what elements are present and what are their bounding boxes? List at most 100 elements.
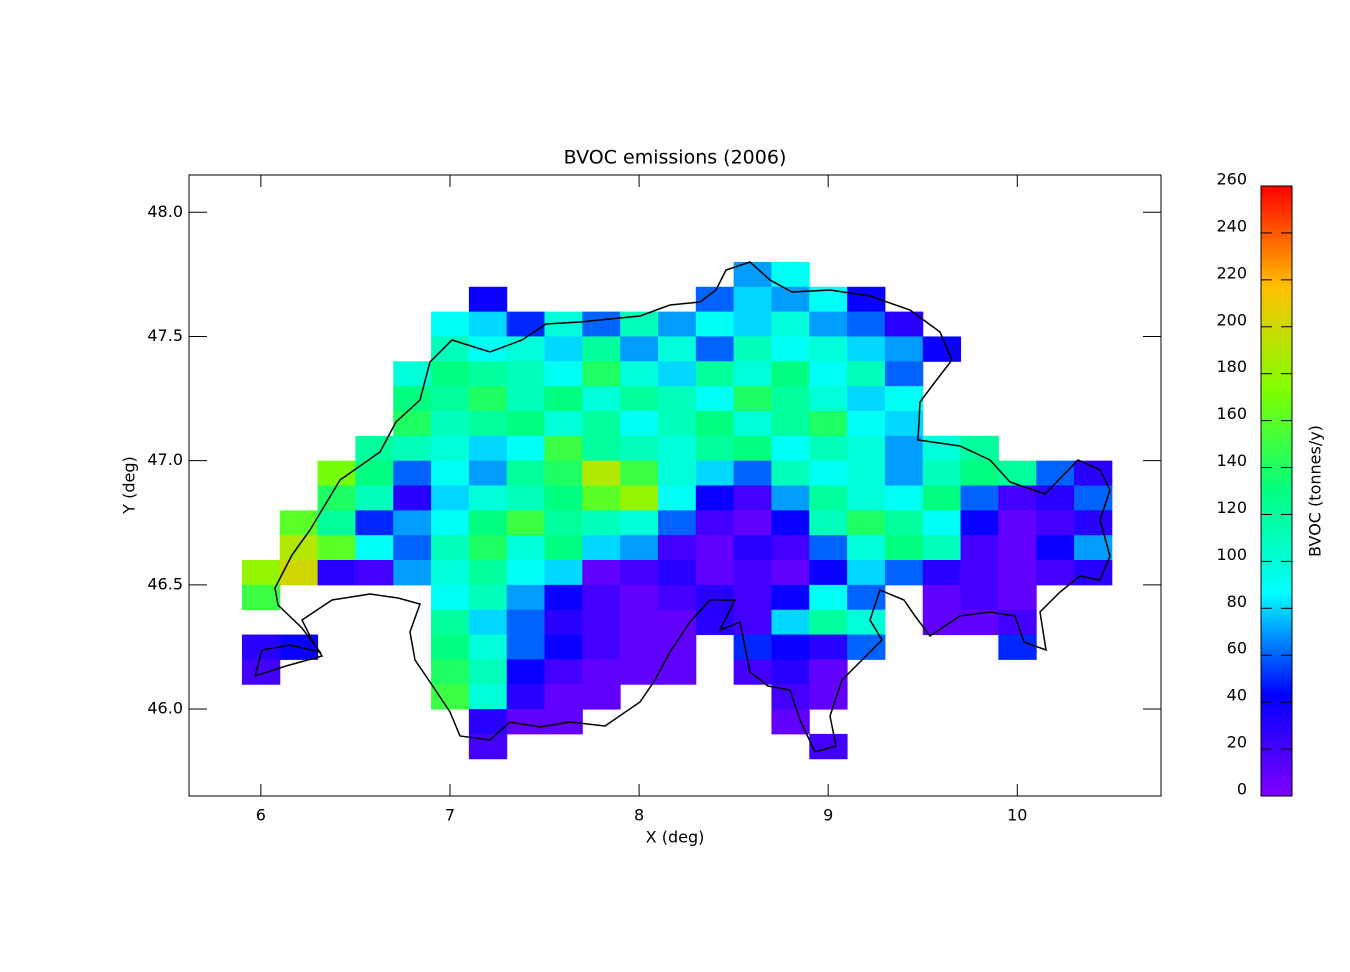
colorbar-tick-label: 60 — [1227, 639, 1247, 658]
heatmap-cell — [847, 361, 886, 387]
heatmap-cell — [468, 510, 508, 536]
heatmap-cell — [544, 435, 583, 462]
heatmap-cell — [620, 485, 659, 511]
colorbar-tick-label: 40 — [1227, 686, 1247, 705]
heatmap-cell — [620, 560, 659, 586]
heatmap-cell — [884, 510, 924, 536]
heatmap-cell — [468, 609, 508, 636]
heatmap-cell — [468, 584, 508, 611]
heatmap-cell — [847, 435, 886, 462]
y-tick-label: 46.0 — [147, 699, 183, 718]
heatmap-cell — [733, 261, 772, 288]
heatmap-cell — [847, 311, 886, 337]
heatmap-cell — [506, 361, 546, 387]
colorbar-tick-label: 140 — [1216, 451, 1247, 470]
heatmap-cell — [695, 535, 735, 561]
heatmap-cell — [468, 386, 508, 412]
heatmap-cell — [393, 560, 432, 586]
heatmap-cell — [771, 311, 810, 337]
heatmap-cell — [544, 336, 583, 362]
heatmap-cell — [620, 336, 659, 362]
heatmap-cell — [809, 634, 848, 660]
heatmap-cell — [657, 410, 697, 437]
heatmap-cell — [847, 386, 886, 412]
heatmap-cell — [922, 460, 962, 486]
heatmap-cell — [733, 659, 772, 685]
heatmap-cell — [695, 584, 735, 611]
heatmap-cell — [960, 460, 999, 486]
heatmap-cell — [771, 336, 810, 362]
heatmap-cell — [620, 510, 659, 536]
heatmap-cell — [657, 435, 697, 462]
heatmap-cell — [393, 535, 432, 561]
heatmap-cell — [544, 510, 583, 536]
heatmap-cell — [468, 410, 508, 437]
heatmap-cell — [998, 460, 1037, 486]
heatmap-cell — [620, 410, 659, 437]
heatmap-cell — [582, 634, 621, 660]
heatmap-cell — [468, 659, 508, 685]
colorbar-tick-label: 100 — [1216, 545, 1247, 564]
heatmap-cell — [695, 510, 735, 536]
heatmap-cell — [431, 560, 470, 586]
heatmap-cell — [733, 410, 772, 437]
x-axis-label: X (deg) — [646, 828, 705, 847]
heatmap-cell — [468, 361, 508, 387]
heatmap-cell — [393, 435, 432, 462]
heatmap-cell — [771, 435, 810, 462]
heatmap-cell — [960, 485, 999, 511]
heatmap-cell — [733, 535, 772, 561]
heatmap-cell — [922, 560, 962, 586]
heatmap-cell — [544, 386, 583, 412]
heatmap-cell — [506, 386, 546, 412]
heatmap-cell — [431, 485, 470, 511]
colorbar-tick-label: 260 — [1216, 170, 1247, 189]
heatmap-cell — [506, 560, 546, 586]
heatmap-cell — [809, 733, 848, 760]
heatmap-cell — [809, 485, 848, 511]
heatmap-cell — [431, 584, 470, 611]
heatmap-cell — [620, 659, 659, 685]
heatmap-cell — [733, 311, 772, 337]
heatmap-cell — [431, 659, 470, 685]
heatmap-cell — [506, 336, 546, 362]
heatmap-cell — [771, 535, 810, 561]
heatmap-cell — [241, 584, 281, 611]
heatmap-cell — [1036, 460, 1075, 486]
heatmap-cell — [620, 435, 659, 462]
heatmap-cell — [847, 584, 886, 611]
heatmap-cell — [960, 535, 999, 561]
heatmap-cell — [884, 460, 924, 486]
heatmap-cell — [506, 460, 546, 486]
heatmap-cell — [582, 435, 621, 462]
heatmap-cell — [544, 485, 583, 511]
heatmap-cell — [582, 361, 621, 387]
heatmap-cell — [771, 659, 810, 685]
heatmap-cell — [847, 460, 886, 486]
heatmap-cell — [431, 609, 470, 636]
heatmap-cell — [241, 560, 281, 586]
heatmap-cell — [431, 634, 470, 660]
colorbar-tick-label: 180 — [1216, 357, 1247, 376]
heatmap-cell — [582, 684, 621, 710]
colorbar-tick-label: 20 — [1227, 733, 1247, 752]
heatmap-cell — [431, 386, 470, 412]
heatmap-cell — [317, 560, 356, 586]
x-tick-label: 10 — [1007, 806, 1027, 825]
heatmap-cell — [468, 684, 508, 710]
colorbar-label: BVOC (tonnes/y) — [1306, 425, 1325, 557]
heatmap-cell — [620, 584, 659, 611]
heatmap-cell — [468, 336, 508, 362]
plot-frame — [188, 174, 1162, 797]
heatmap-cell — [582, 460, 621, 486]
heatmap-cell — [884, 485, 924, 511]
heatmap-cell — [771, 460, 810, 486]
heatmap-cell — [657, 336, 697, 362]
heatmap-cell — [922, 510, 962, 536]
heatmap-cell — [279, 510, 319, 536]
heatmap-cell — [355, 535, 394, 561]
chart-title: BVOC emissions (2006) — [564, 147, 787, 169]
heatmap-cell — [393, 485, 432, 511]
heatmap-cell — [657, 584, 697, 611]
